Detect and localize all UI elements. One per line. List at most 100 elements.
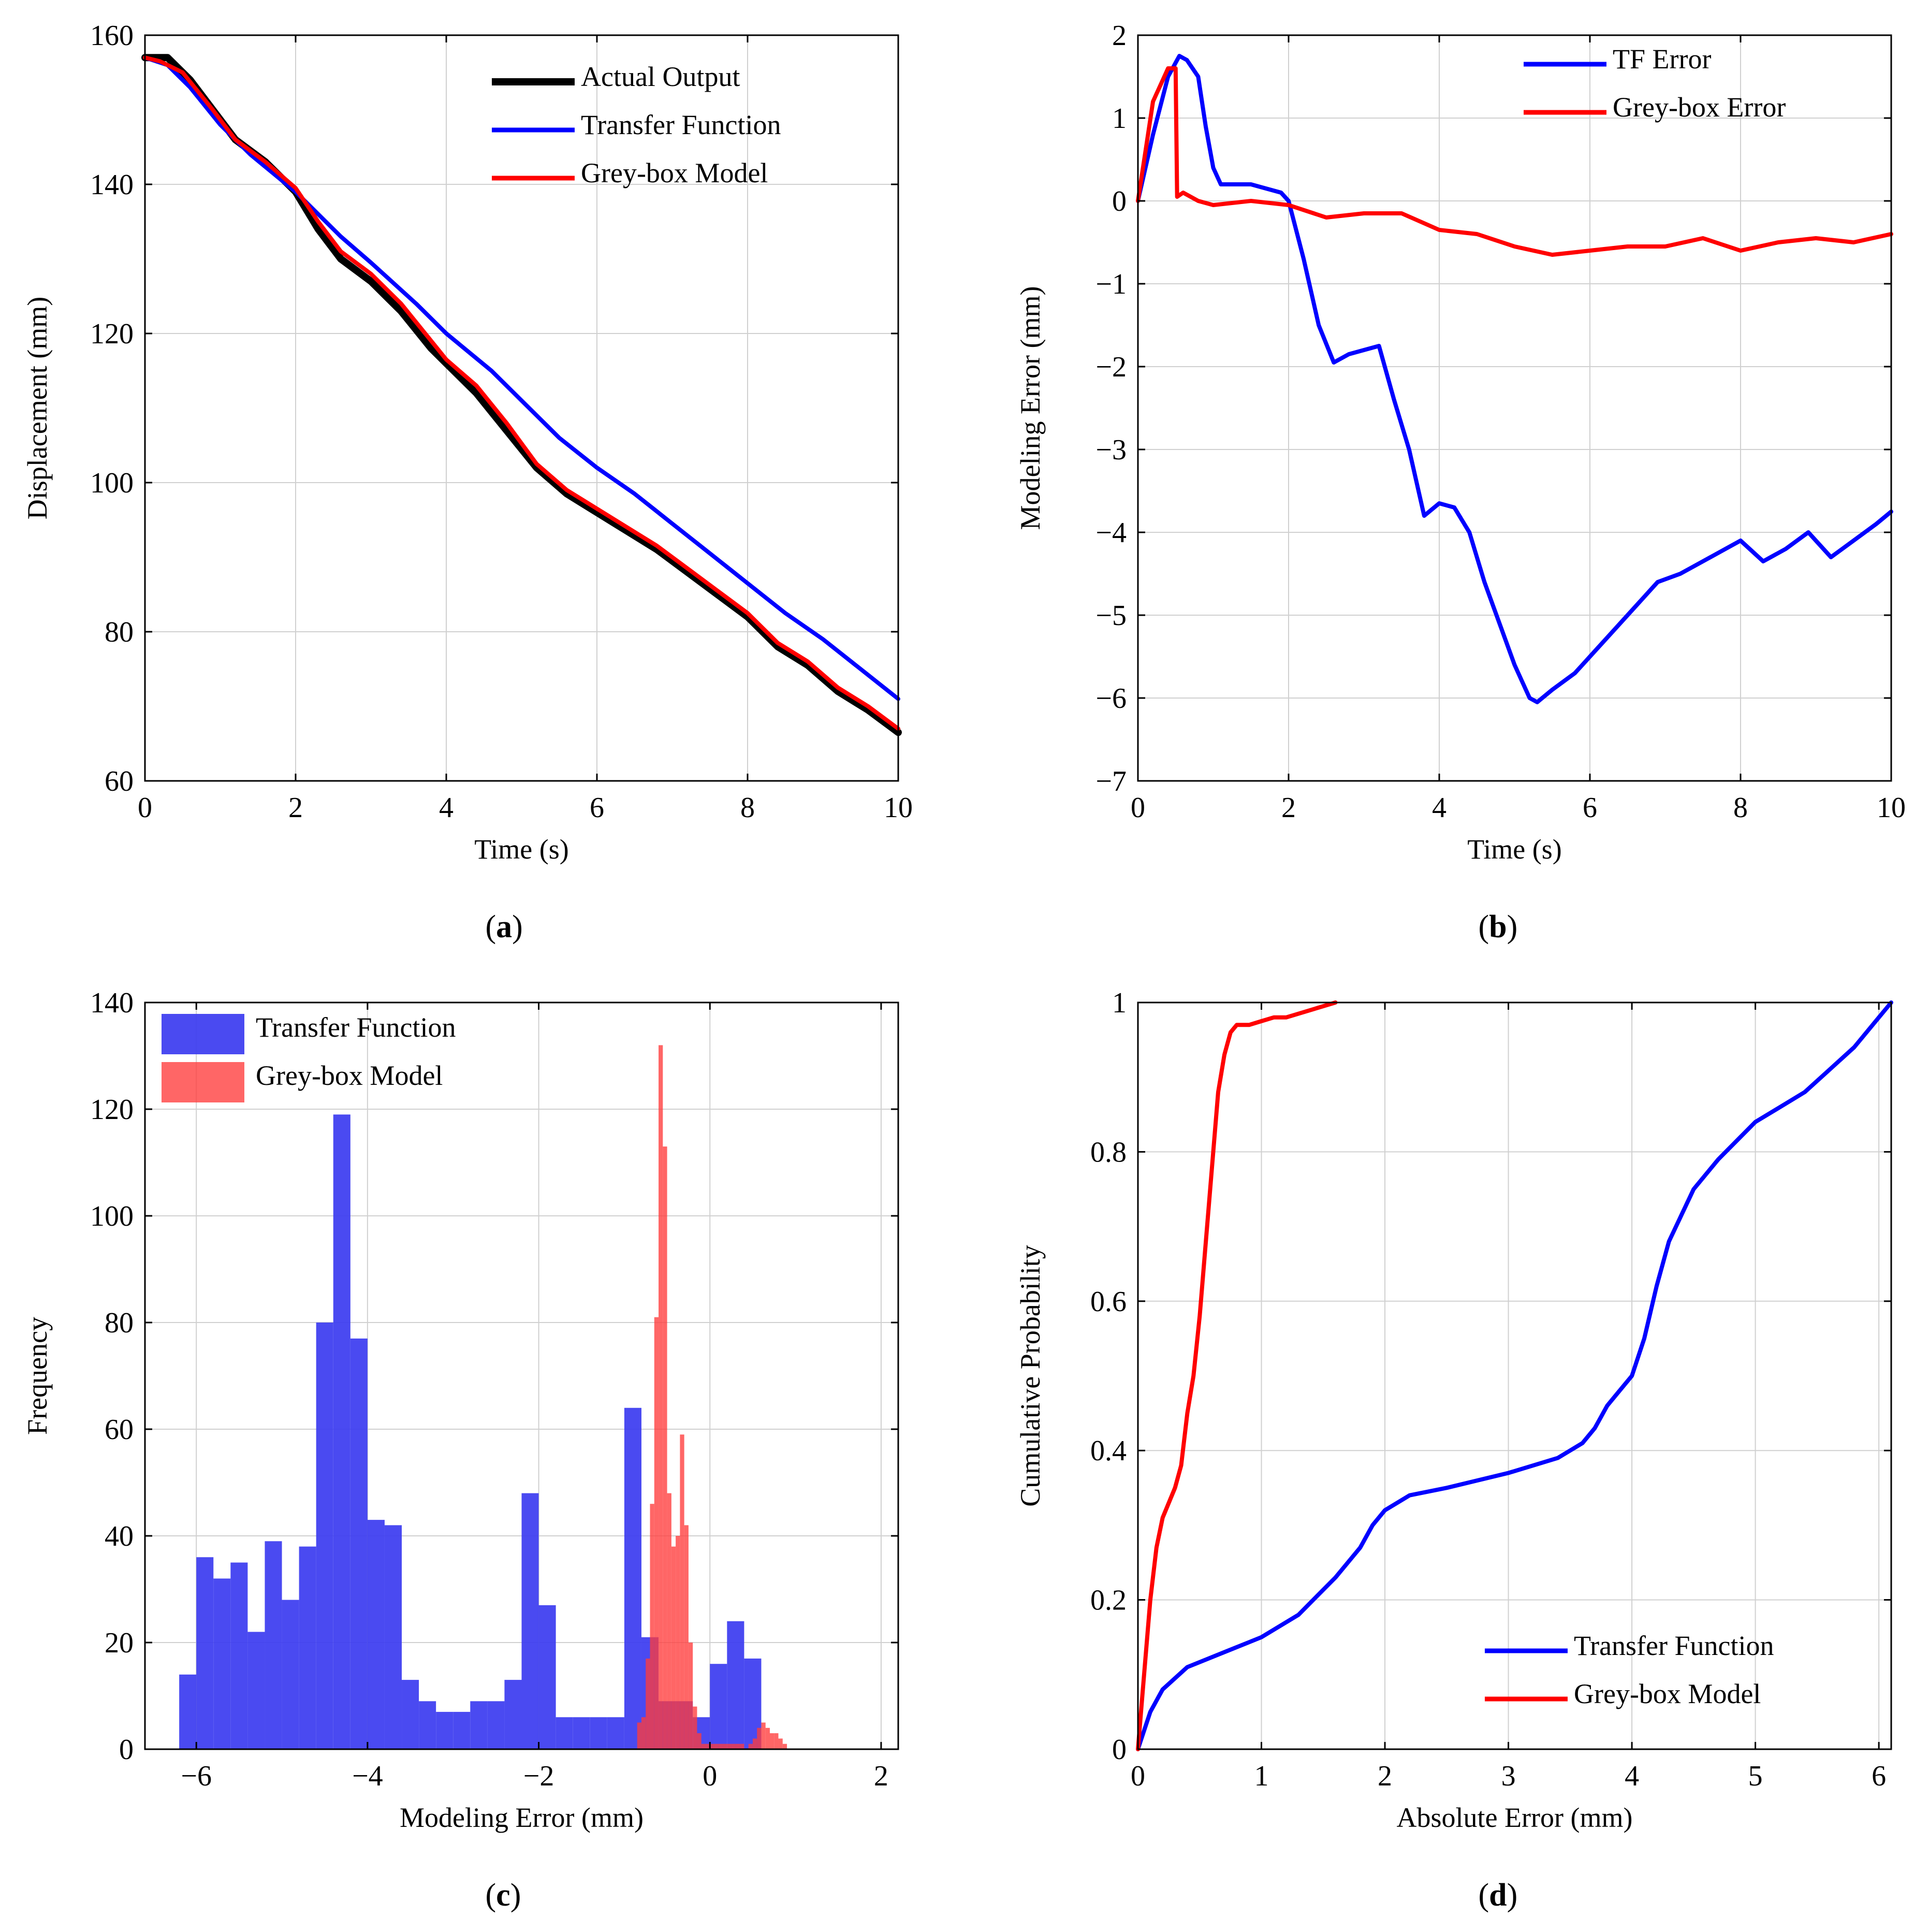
histogram-bar	[659, 1045, 663, 1749]
legend-label: Grey-box Model	[581, 157, 768, 188]
histogram-bar	[701, 1744, 706, 1749]
x-tick-label: 1	[1254, 1760, 1269, 1792]
y-tick-label: 2	[1112, 20, 1127, 52]
legend-label: Grey-box Model	[1574, 1678, 1761, 1709]
caption-paren: )	[1507, 1878, 1518, 1913]
panel-caption: (a)	[486, 909, 523, 945]
x-axis-label: Absolute Error (mm)	[1397, 1802, 1633, 1833]
x-axis-label: Time (s)	[1467, 834, 1562, 865]
x-tick-label: 6	[590, 792, 604, 824]
histogram-bar	[504, 1680, 522, 1749]
y-tick-label: 160	[90, 20, 134, 52]
panel-b: 0 2 4 6 8 10 −7 −6 −5 −4 −3 −2 −1 0 1 2 Time (s) Modeling…	[1015, 20, 1906, 945]
series-line-tf-error	[1136, 54, 1893, 704]
histogram-bar	[265, 1541, 282, 1749]
histogram-bar	[590, 1717, 607, 1749]
histogram-bar	[697, 1733, 702, 1749]
y-tick-label: 120	[90, 1094, 134, 1126]
legend-label: Grey-box Error	[1613, 92, 1786, 123]
caption-paren: (	[1479, 1878, 1489, 1913]
y-axis-label: Modeling Error (mm)	[1015, 286, 1046, 530]
x-tick-label: 0	[1131, 792, 1145, 824]
x-tick-label: 8	[1733, 792, 1748, 824]
histogram-bar	[671, 1546, 676, 1749]
histogram-bar	[436, 1711, 454, 1749]
plot-frame	[1137, 34, 1892, 782]
histogram-bar	[782, 1744, 787, 1749]
histogram-bar	[624, 1407, 641, 1749]
histogram-bar	[714, 1744, 719, 1749]
x-tick-label: 0	[703, 1760, 717, 1792]
histogram-bar	[282, 1600, 299, 1749]
y-axis-label: Displacement (mm)	[22, 297, 53, 519]
histogram-bar	[654, 1317, 659, 1749]
histogram-bar	[196, 1557, 214, 1749]
plot-frame	[1137, 1001, 1892, 1750]
histogram-bar	[757, 1727, 762, 1749]
panel-caption: (b)	[1479, 909, 1518, 945]
y-tick-label: 0.8	[1090, 1136, 1127, 1168]
y-tick-label: −6	[1095, 682, 1127, 715]
plot-frame	[144, 34, 899, 782]
x-tick-label: 4	[1625, 1760, 1639, 1792]
y-tick-label: 140	[90, 987, 134, 1019]
x-tick-label: 2	[1281, 792, 1296, 824]
histogram-bar	[470, 1701, 488, 1749]
x-tick-label: 0	[1131, 1760, 1145, 1792]
x-tick-label: 2	[288, 792, 303, 824]
histogram-bar	[663, 1146, 667, 1749]
y-tick-label: 1	[1112, 987, 1127, 1019]
x-tick-label: 2	[874, 1760, 888, 1792]
histogram-bar	[680, 1434, 684, 1749]
histogram-bar	[299, 1546, 316, 1749]
y-tick-label: 120	[90, 318, 134, 350]
y-tick-label: 100	[90, 467, 134, 499]
histogram-bar	[688, 1643, 693, 1749]
histogram-bar	[573, 1717, 590, 1749]
panel-d: 0 1 2 3 4 5 6 0 0.2 0.4 0.6 0.8 1 Absolute Error (mm)…	[1015, 987, 1893, 1913]
y-tick-label: 60	[105, 765, 134, 797]
x-tick-label: 10	[884, 792, 913, 824]
y-tick-label: 1	[1112, 103, 1127, 135]
histogram-bar	[731, 1744, 736, 1749]
histogram-bar	[350, 1338, 368, 1749]
histogram-bar	[607, 1717, 624, 1749]
histogram-bar	[727, 1744, 732, 1749]
y-tick-label: 40	[105, 1520, 134, 1552]
histogram-bar	[667, 1493, 671, 1749]
histogram-bar	[769, 1733, 774, 1749]
legend-label: Transfer Function	[1574, 1630, 1774, 1661]
histogram-bar	[367, 1520, 385, 1749]
caption-paren: (	[1479, 909, 1489, 945]
legend-label: TF Error	[1613, 43, 1711, 75]
legend-swatch	[162, 1014, 244, 1054]
panel-caption: (c)	[486, 1878, 521, 1913]
series-line-grey-box-error	[1136, 66, 1893, 257]
caption-letter: d	[1489, 1878, 1507, 1913]
histogram-bar	[684, 1525, 689, 1749]
y-tick-label: 0	[1112, 185, 1127, 217]
histogram-bar	[316, 1323, 333, 1749]
y-tick-label: −5	[1095, 600, 1127, 632]
caption-paren: )	[512, 909, 523, 945]
histogram-bar	[453, 1711, 471, 1749]
histogram-bar	[213, 1578, 231, 1749]
histogram-bar	[778, 1738, 783, 1749]
y-tick-label: −4	[1095, 517, 1127, 549]
y-tick-label: −3	[1095, 434, 1127, 466]
histogram-bar	[710, 1664, 727, 1749]
histogram-bar	[646, 1658, 650, 1749]
y-tick-label: 100	[90, 1200, 134, 1232]
histogram-bar	[723, 1744, 727, 1749]
histogram-bar	[384, 1525, 402, 1749]
histogram-bar	[693, 1706, 697, 1749]
x-tick-label: −4	[352, 1760, 383, 1792]
histogram-bar	[740, 1744, 744, 1749]
y-tick-label: 20	[105, 1627, 134, 1659]
x-tick-label: 6	[1583, 792, 1597, 824]
histogram-bar	[676, 1536, 680, 1749]
histogram-bar	[402, 1680, 419, 1749]
series-line-grey-box-model	[143, 55, 900, 731]
